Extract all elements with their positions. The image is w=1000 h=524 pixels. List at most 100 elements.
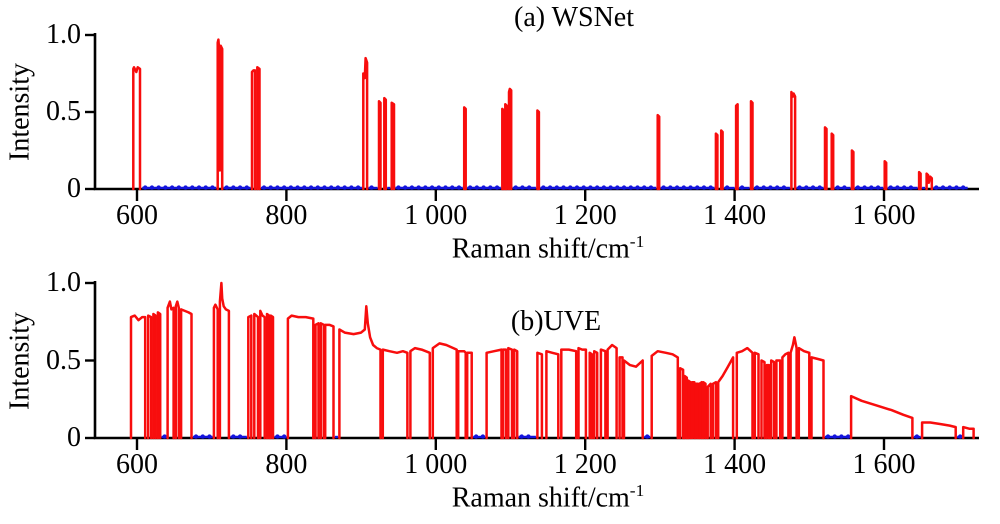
chart-b-selected-wavelength-bands — [711, 380, 718, 440]
chart-a-baseline-dot — [335, 185, 341, 190]
chart-b-selected-wavelength-bands — [545, 349, 560, 440]
chart-a-baseline-dot — [561, 185, 566, 190]
chart-b-selected-wavelength-bands — [577, 346, 588, 440]
chart-a-baseline-dot — [416, 185, 421, 190]
chart-a-baseline-dot — [488, 185, 493, 190]
chart-b-selected-wavelength-bands — [775, 359, 782, 440]
chart-a-selected-wavelength-spikes — [377, 99, 382, 191]
chart-b-selected-wavelength-bands — [465, 351, 473, 440]
chart-a-baseline-dot — [810, 185, 816, 190]
chart-a-baseline-dot — [443, 185, 448, 190]
chart-a-baseline-dot — [940, 185, 946, 190]
chart-b-baseline-dot — [200, 434, 205, 439]
chart-a-xaxis-label: Raman shift/cm-1 — [452, 232, 645, 264]
chart-a-baseline-dot — [701, 185, 707, 190]
chart-b-selected-wavelength-bands — [259, 309, 266, 440]
chart-b-selected-wavelength-bands — [735, 346, 754, 440]
chart-b-selected-wavelength-bands — [152, 312, 157, 440]
chart-a-baseline-dot — [628, 185, 633, 190]
chart-a-baseline-dot — [724, 185, 730, 190]
chart-a-baseline-dot — [275, 185, 280, 190]
chart-b-selected-wavelength-bands — [501, 348, 508, 440]
chart-b-y-tick-label: 0.5 — [46, 344, 81, 376]
chart-a-selected-wavelength-spikes — [132, 66, 142, 191]
chart-a-baseline-dot — [268, 185, 273, 190]
chart-b-x-tick-label: 600 — [116, 449, 158, 480]
chart-a-selected-wavelength-spikes — [536, 109, 541, 191]
chart-b-selected-wavelength-bands — [592, 349, 599, 440]
chart-a-title: (a) WSNet — [514, 2, 634, 33]
chart-a-baseline-dot — [947, 185, 952, 190]
chart-a-baseline-dot — [695, 185, 700, 190]
chart-a-selected-wavelength-spikes — [714, 132, 719, 191]
chart-a-baseline-dot — [231, 185, 236, 190]
chart-a-baseline-dot — [621, 185, 627, 190]
chart-a-y-tick-label: 0.5 — [46, 96, 81, 127]
chart-b-selected-wavelength-bands — [769, 359, 776, 440]
chart-b-selected-wavelength-bands — [961, 425, 975, 440]
chart-a-selected-wavelength-spikes — [462, 106, 467, 191]
chart-a-baseline-dot — [888, 185, 893, 190]
chart-a-baseline-dot — [754, 185, 760, 190]
chart-a-baseline-dot — [661, 185, 666, 190]
chart-b-selected-wavelength-bands — [247, 314, 253, 440]
chart-b-selected-wavelength-bands — [265, 312, 271, 440]
chart-b-selected-wavelength-bands — [690, 380, 696, 440]
chart-a-baseline-dot — [302, 185, 307, 190]
chart-b-x-tick-label: 1 000 — [404, 449, 468, 480]
chart-a-baseline-dot — [681, 185, 687, 190]
chart-a-selected-wavelength-spikes — [504, 103, 509, 191]
chart-b-selected-wavelength-bands — [218, 281, 231, 440]
chart-a-x-tick-label: 1 000 — [404, 200, 468, 231]
chart-b-selected-wavelength-bands — [512, 348, 519, 440]
chart-a-baseline-dot — [901, 185, 907, 190]
chart-a-selected-wavelength-spikes — [383, 96, 388, 191]
chart-a-baseline-dot — [594, 185, 600, 190]
chart-a-selected-wavelength-spikes — [719, 129, 724, 191]
chart-b-xaxis-label-text: Raman shift/cm — [451, 482, 630, 514]
chart-b-selected-wavelength-bands — [701, 380, 707, 440]
chart-b-x-tick-label: 1 200 — [553, 449, 617, 480]
chart-a-x-tick-label: 1 200 — [553, 200, 617, 231]
chart-a-selected-wavelength-spikes — [917, 170, 922, 191]
chart-a-baseline-dot — [642, 185, 647, 190]
chart-b-baseline-dot — [281, 434, 287, 439]
chart-a-selected-wavelength-spikes — [501, 107, 506, 191]
chart-b-xaxis-label: Raman shift/cm-1 — [451, 481, 645, 514]
chart-a-baseline-dot — [436, 185, 441, 190]
chart-b-selected-wavelength-bands — [849, 394, 914, 440]
chart-a-baseline-dot — [547, 185, 553, 190]
chart-a-selected-wavelength-spikes — [850, 149, 855, 191]
chart-a-baseline-dot — [402, 185, 408, 190]
chart-a-baseline-dot — [237, 185, 243, 190]
chart-b-x-tick-label: 800 — [265, 449, 308, 480]
chart-a-baseline-dot — [739, 185, 745, 190]
chart-b-selected-wavelength-bands — [706, 382, 712, 440]
chart-a-baseline-dot — [203, 185, 208, 190]
chart-b-baseline-dot — [207, 434, 212, 439]
chart-a-baseline-dot — [588, 185, 593, 190]
chart-a-baseline-dot — [574, 185, 580, 190]
chart-a-baseline-dot — [396, 185, 401, 190]
chart-a-baseline-dot — [855, 185, 861, 190]
chart-a-baseline-dot — [797, 185, 802, 190]
chart-b-selected-wavelength-bands — [920, 421, 957, 440]
chart-a-baseline-dot — [513, 185, 518, 190]
chart-b-selected-wavelength-bands — [606, 343, 618, 440]
chart-b-baseline-dot — [914, 434, 920, 439]
chart-b-selected-wavelength-bands — [129, 314, 147, 440]
chart-a-baseline-dot — [934, 185, 939, 190]
chart-b-baseline-dot — [839, 434, 844, 439]
chart-a-baseline-dot — [349, 185, 354, 190]
chart-b-selected-wavelength-bands — [588, 351, 594, 440]
chart-a-baseline-dot — [615, 185, 620, 190]
chart-b-selected-wavelength-bands — [212, 303, 219, 440]
chart-a-baseline-dot — [804, 185, 809, 190]
chart-a-x-tick-label: 1 600 — [852, 200, 916, 231]
chart-b-selected-wavelength-bands — [409, 346, 432, 440]
chart-a-baseline-dot — [176, 185, 182, 190]
chart-a-baseline-dot — [781, 185, 787, 190]
chart-a-selected-wavelength-spikes — [362, 56, 369, 191]
